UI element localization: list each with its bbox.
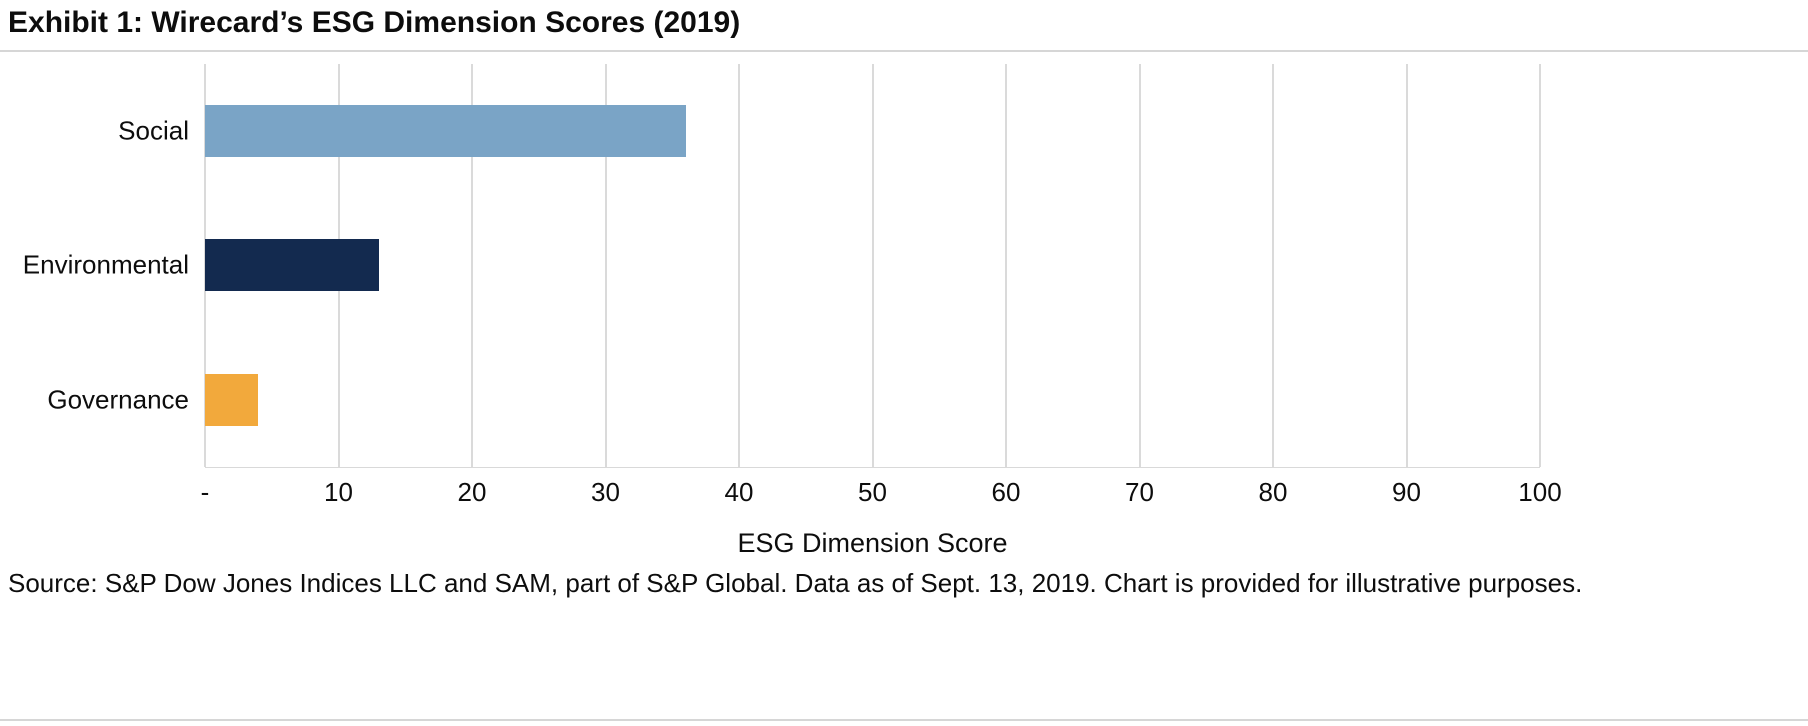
x-tick-label: 40 bbox=[724, 477, 754, 507]
x-tick-label: 70 bbox=[1125, 477, 1154, 507]
gridline bbox=[738, 64, 740, 467]
plot-area: Social Environmental Governance bbox=[23, 64, 1541, 467]
x-tick-label: 50 bbox=[858, 477, 887, 507]
gridline bbox=[1138, 64, 1141, 467]
x-axis-line bbox=[205, 467, 1540, 468]
gridline bbox=[604, 64, 607, 467]
x-tick-label: 80 bbox=[1258, 477, 1288, 507]
category-label: Governance bbox=[47, 384, 189, 415]
bar-row: Environmental bbox=[23, 198, 1540, 332]
x-tick-label: 30 bbox=[591, 477, 620, 507]
bar-social bbox=[205, 105, 686, 158]
bar-row: Social bbox=[118, 64, 1540, 198]
x-tick-label: 100 bbox=[1518, 477, 1562, 507]
gridline bbox=[871, 64, 874, 467]
chart-title: Exhibit 1: Wirecard’s ESG Dimension Scor… bbox=[8, 6, 741, 39]
bar-environmental bbox=[205, 239, 379, 292]
category-label: Environmental bbox=[22, 249, 189, 280]
gridline bbox=[1005, 64, 1007, 467]
title-divider bbox=[0, 50, 1808, 52]
bottom-divider bbox=[0, 719, 1808, 721]
x-axis-title: ESG Dimension Score bbox=[737, 528, 1008, 558]
category-label: Social bbox=[118, 115, 189, 146]
bar-governance bbox=[205, 373, 259, 426]
gridline bbox=[1539, 64, 1541, 467]
gridline bbox=[1272, 64, 1274, 467]
x-tick-label: 90 bbox=[1392, 477, 1421, 507]
x-tick-label: - bbox=[200, 477, 210, 507]
x-tick-label: 60 bbox=[991, 477, 1021, 507]
gridline bbox=[471, 64, 473, 467]
x-tick-label: 20 bbox=[457, 477, 487, 507]
x-axis-ticks: - 10 20 30 40 50 60 70 80 90 100 bbox=[201, 477, 1562, 511]
bar-row: Governance bbox=[47, 333, 1540, 467]
x-tick-label: 10 bbox=[324, 477, 353, 507]
source-note: Source: S&P Dow Jones Indices LLC and SA… bbox=[8, 568, 1583, 598]
gridline bbox=[1405, 64, 1408, 467]
